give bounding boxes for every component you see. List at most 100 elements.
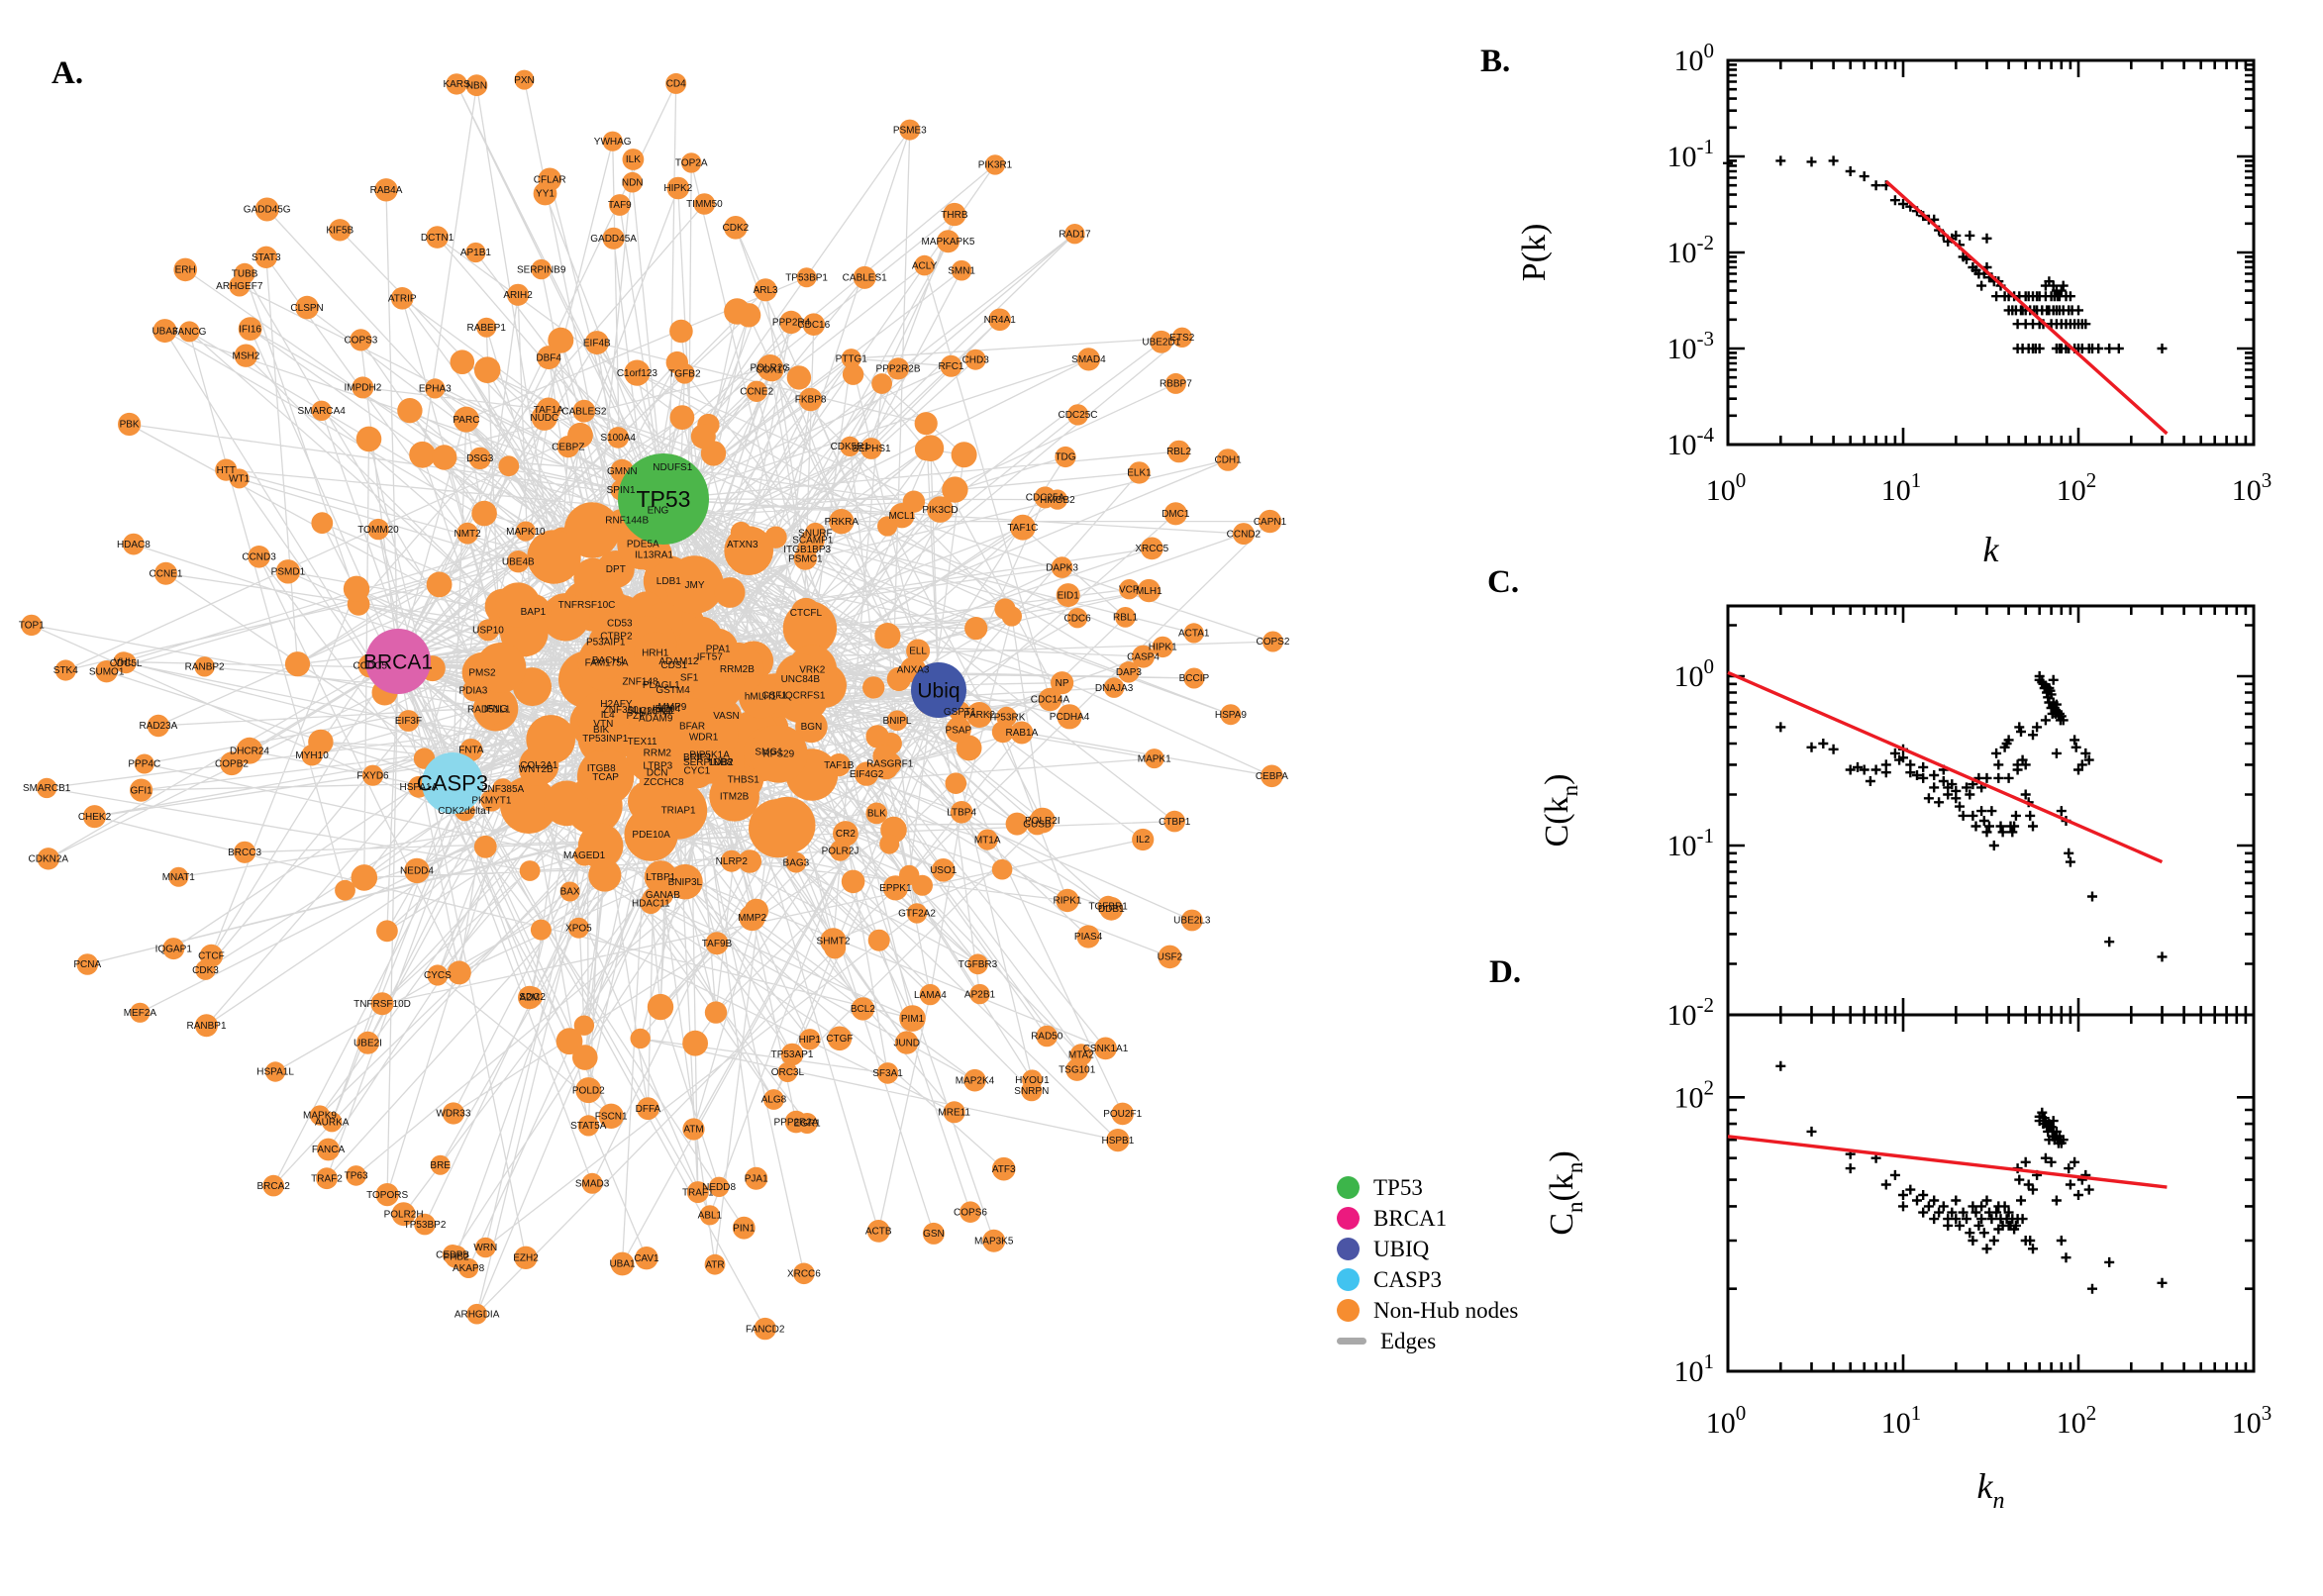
network-node	[602, 131, 623, 151]
network-node	[264, 1061, 286, 1082]
network-node-label: PIAS4	[1074, 932, 1103, 943]
network-node	[147, 714, 170, 738]
network-node	[841, 349, 861, 369]
network-node-label: ANXA3	[897, 665, 930, 676]
network-node	[724, 298, 751, 325]
network-node-label: TAF1A	[534, 405, 564, 416]
network-node-label: BACH1	[592, 655, 626, 666]
network-node-label: MAGED1	[563, 850, 606, 861]
network-node-label: PPP2R2B	[875, 364, 920, 375]
hub-node-tp53	[618, 453, 709, 545]
network-node-label: MAPK1	[1138, 753, 1171, 764]
network-node	[1140, 537, 1163, 560]
network-node-label: TAF9B	[702, 939, 733, 949]
network-node	[914, 412, 938, 436]
network-node	[397, 710, 420, 732]
network-node-label: TP53AP1	[771, 1049, 814, 1060]
network-node-label: ABL1	[698, 1211, 723, 1222]
legend-node-swatch	[1337, 1268, 1360, 1291]
network-node	[343, 575, 370, 602]
network-node-label: CABLES1	[843, 273, 887, 284]
network-node-label: SHMT2	[817, 937, 851, 948]
network-node-label: TSG101	[1059, 1065, 1096, 1076]
legend-label: Non-Hub nodes	[1373, 1297, 1519, 1323]
network-node-label: DDB1	[1098, 904, 1125, 915]
network-node-label: TOMM20	[357, 525, 399, 536]
network-node-label: BIK	[593, 725, 609, 736]
network-node-label: CDS1	[660, 660, 687, 671]
network-node-label: SMN1	[948, 265, 975, 276]
network-node	[1103, 677, 1125, 698]
network-node-label: EIF4G2	[850, 769, 884, 780]
network-node	[899, 119, 921, 141]
network-node	[284, 651, 311, 677]
network-node-label: PARC	[453, 415, 479, 426]
network-node-label: SUMO1	[89, 666, 125, 677]
network-node-label: TGFBR3	[959, 959, 998, 970]
network-node	[1220, 704, 1242, 726]
network-node	[976, 829, 998, 850]
network-node-label: TGFB2	[668, 369, 701, 380]
network-node	[669, 405, 695, 430]
network-node-label: GMNN	[607, 466, 638, 477]
network-node	[732, 1216, 756, 1240]
network-node	[471, 500, 497, 527]
network-node-label: RPS29	[762, 749, 794, 760]
network-node	[533, 181, 557, 206]
network-node	[750, 725, 808, 783]
network-node	[118, 412, 142, 437]
network-node-label: RAD51L1	[467, 705, 511, 716]
network-node-label: TUBB	[232, 269, 258, 280]
network-node	[798, 387, 823, 412]
network-node	[1066, 608, 1088, 629]
network-node-label: UBE2L3	[1173, 916, 1211, 927]
network-node	[514, 69, 535, 90]
network-node-label: HDAC11	[632, 898, 670, 909]
network-node-label: TNFRSF10C	[558, 600, 616, 611]
network-node-label: RAD23A	[139, 721, 177, 732]
network-node	[872, 745, 896, 768]
network-node-label: NEDD4	[400, 866, 434, 877]
network-node	[669, 319, 693, 344]
legend-node-swatch	[1337, 1207, 1360, 1230]
network-node-label: IL4	[601, 710, 615, 721]
network-node	[199, 944, 224, 968]
network-node	[895, 1031, 919, 1054]
network-node	[964, 349, 986, 370]
x-tick-label: 103	[2232, 468, 2272, 507]
network-node	[152, 319, 177, 344]
network-node	[827, 1026, 853, 1051]
legend-item-edges: Edges	[1337, 1326, 1518, 1356]
network-node-label: CDC25A	[1026, 493, 1065, 504]
network-node-label: VRK2	[799, 664, 826, 675]
network-node	[1057, 704, 1082, 730]
network-node	[842, 363, 864, 385]
network-node-label: RBL2	[1166, 447, 1191, 457]
network-node-label: FXYD6	[356, 770, 389, 781]
network-node-label: MAP2K4	[956, 1075, 995, 1086]
network-node-label: EZH2	[513, 1253, 539, 1264]
network-node-label: PIP5K1A	[689, 750, 730, 761]
network-node-label: MMP17	[639, 706, 673, 717]
network-node	[472, 693, 505, 726]
network-node	[573, 1015, 595, 1036]
network-node	[874, 623, 901, 649]
network-node-label: MAPK9	[303, 1111, 337, 1122]
legend-label: UBIQ	[1373, 1236, 1430, 1261]
network-node-label: SLC25A11	[628, 706, 675, 717]
fit-line	[1727, 670, 2164, 864]
network-node	[351, 864, 378, 891]
network-node	[194, 656, 215, 677]
network-node	[391, 1202, 416, 1227]
network-node	[876, 1062, 899, 1084]
network-node-label: CEBPB	[436, 1249, 469, 1260]
network-node	[308, 729, 334, 755]
network-node	[1119, 579, 1140, 600]
network-node-label: ARIH2	[503, 290, 533, 301]
network-node-label: RAB4A	[370, 185, 403, 196]
network-node	[674, 363, 695, 384]
network-node	[899, 1005, 926, 1032]
network-node-label: IL13RA1	[635, 549, 673, 560]
network-node	[1158, 945, 1182, 969]
network-node-label: PSMD1	[271, 567, 306, 578]
